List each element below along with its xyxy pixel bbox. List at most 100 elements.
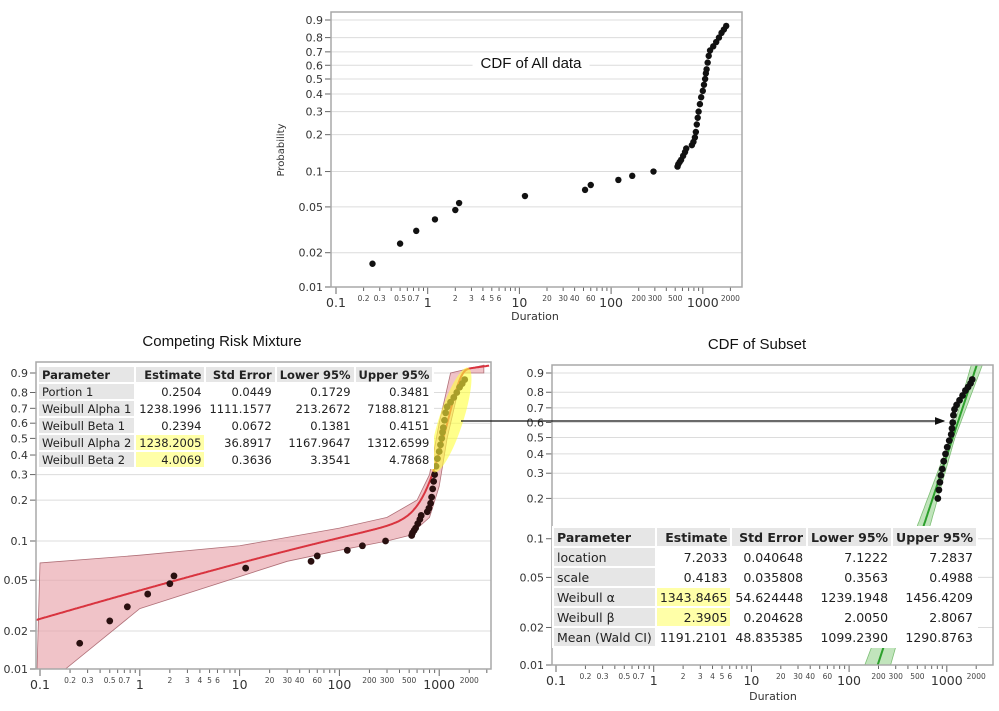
x-minor-tick-label: 0.3 (374, 294, 386, 303)
data-point (430, 478, 438, 485)
data-point (943, 443, 951, 451)
value-cell: 0.3563 (844, 569, 889, 585)
value-cell: 213.2672 (295, 401, 351, 416)
value-cell: 2.0050 (844, 609, 889, 625)
data-point (949, 419, 957, 426)
y-tick-label: 0.2 (527, 492, 545, 505)
x-minor-tick-label: 30 (558, 294, 568, 303)
y-tick-label: 0.02 (299, 247, 324, 260)
column-header: Estimate (656, 528, 731, 546)
data-point (701, 75, 709, 83)
x-minor-tick-label: 2000 (460, 676, 479, 685)
table-row: Weibull Alpha 1 1238.1996 1111.1577 213.267… (39, 401, 432, 416)
data-point (696, 100, 704, 108)
x-minor-tick-label: 2 (167, 676, 172, 685)
x-minor-tick-label: 0.7 (633, 672, 645, 681)
data-point (697, 94, 705, 101)
x-minor-tick-label: 0.7 (408, 294, 420, 303)
data-point (382, 537, 389, 545)
value-cell: 4.7868 (389, 452, 430, 467)
column-header: Estimate (136, 367, 205, 382)
chart-title-mixture: Competing Risk Mixture (142, 333, 302, 350)
data-point (940, 457, 948, 465)
x-minor-tick-label: 2 (453, 294, 458, 303)
data-point (699, 87, 706, 95)
y-tick-label: 0.9 (527, 367, 545, 380)
fit-line (36, 364, 490, 622)
x-minor-tick-label: 3 (185, 676, 190, 685)
data-point (615, 176, 622, 184)
y-tick-label: 0.5 (306, 73, 324, 86)
parameter-name-cell: scale (554, 568, 655, 586)
data-point (629, 172, 636, 180)
highlight-ellipse (430, 367, 472, 473)
x-major-tick-label: 1000 (423, 677, 455, 692)
value-cell: 0.3481 (389, 384, 430, 399)
data-point (968, 376, 976, 383)
x-major-tick-label: 100 (599, 295, 623, 310)
y-axis-label: Probability (276, 123, 287, 176)
parameter-name-cell: Weibull Alpha 2 (39, 435, 135, 450)
data-point (313, 552, 321, 560)
x-minor-tick-label: 60 (823, 672, 833, 681)
column-header: Std Error (206, 367, 275, 382)
x-minor-tick-label: 0.5 (394, 294, 406, 303)
x-major-tick-label: 10 (511, 295, 527, 310)
x-minor-tick-label: 6 (215, 676, 220, 685)
y-tick-label: 0.8 (11, 387, 29, 400)
data-point (369, 260, 376, 267)
y-tick-label: 0.01 (520, 659, 545, 672)
value-cell: 0.2394 (161, 418, 202, 433)
data-point (581, 186, 589, 194)
parameter-name-cell: Mean (Wald CI) (554, 628, 655, 646)
value-cell: 0.040648 (743, 549, 804, 565)
x-major-tick-label: 0.1 (546, 673, 566, 688)
x-major-tick-label: 100 (837, 673, 861, 688)
x-major-tick-label: 1000 (687, 295, 719, 310)
data-point (427, 499, 434, 507)
data-point (417, 512, 425, 519)
y-tick-label: 0.1 (306, 166, 324, 179)
value-cell: 7.1222 (844, 549, 889, 565)
table-row: Weibull α 1343.8465 54.624448 1239.1948 1456… (554, 588, 976, 606)
y-tick-label: 0.6 (306, 59, 324, 72)
x-major-tick-label: 1 (650, 673, 658, 688)
mixture-parameter-table: Parameter Estimate Std Error Lower 95% Upper… (37, 365, 435, 469)
y-tick-label: 0.05 (299, 201, 324, 214)
x-minor-tick-label: 300 (889, 672, 904, 681)
data-point (715, 34, 723, 41)
y-tick-label: 0.2 (306, 129, 324, 142)
value-cell: 1167.9647 (288, 435, 351, 450)
x-minor-tick-label: 30 (282, 676, 292, 685)
data-point (704, 59, 711, 66)
value-cell: 2.8067 (929, 609, 974, 625)
x-major-tick-label: 0.1 (326, 295, 346, 310)
value-cell: 1343.8465 (656, 588, 731, 606)
x-minor-tick-label: 3 (469, 294, 474, 303)
column-header: Parameter (39, 367, 135, 382)
parameter-name-cell: Weibull Alpha 1 (39, 401, 135, 416)
data-point (945, 437, 953, 445)
x-minor-tick-label: 0.7 (118, 676, 130, 685)
x-minor-tick-label: 0.2 (358, 294, 370, 303)
y-tick-label: 0.4 (527, 448, 545, 461)
y-tick-label: 0.01 (299, 281, 324, 294)
x-major-tick-label: 10 (743, 673, 759, 688)
data-point (950, 411, 957, 419)
y-tick-label: 0.7 (306, 46, 324, 59)
data-point (947, 431, 955, 438)
data-point (343, 546, 351, 554)
table-row: Portion 1 0.2504 0.0449 0.1729 0.3481 (39, 384, 432, 399)
table-row: Weibull Alpha 2 1238.2005 36.8917 1167.9647… (39, 435, 432, 450)
value-cell: 2.3905 (656, 608, 731, 626)
value-cell: 0.4988 (929, 569, 974, 585)
x-minor-tick-label: 40 (295, 676, 305, 685)
x-minor-tick-label: 500 (668, 294, 683, 303)
y-tick-label: 0.6 (527, 417, 545, 430)
x-minor-tick-label: 20 (265, 676, 275, 685)
value-cell: 0.204628 (743, 609, 804, 625)
column-header: Lower 95% (276, 367, 354, 382)
value-cell: 0.1381 (310, 418, 351, 433)
y-tick-label: 0.8 (306, 32, 324, 45)
